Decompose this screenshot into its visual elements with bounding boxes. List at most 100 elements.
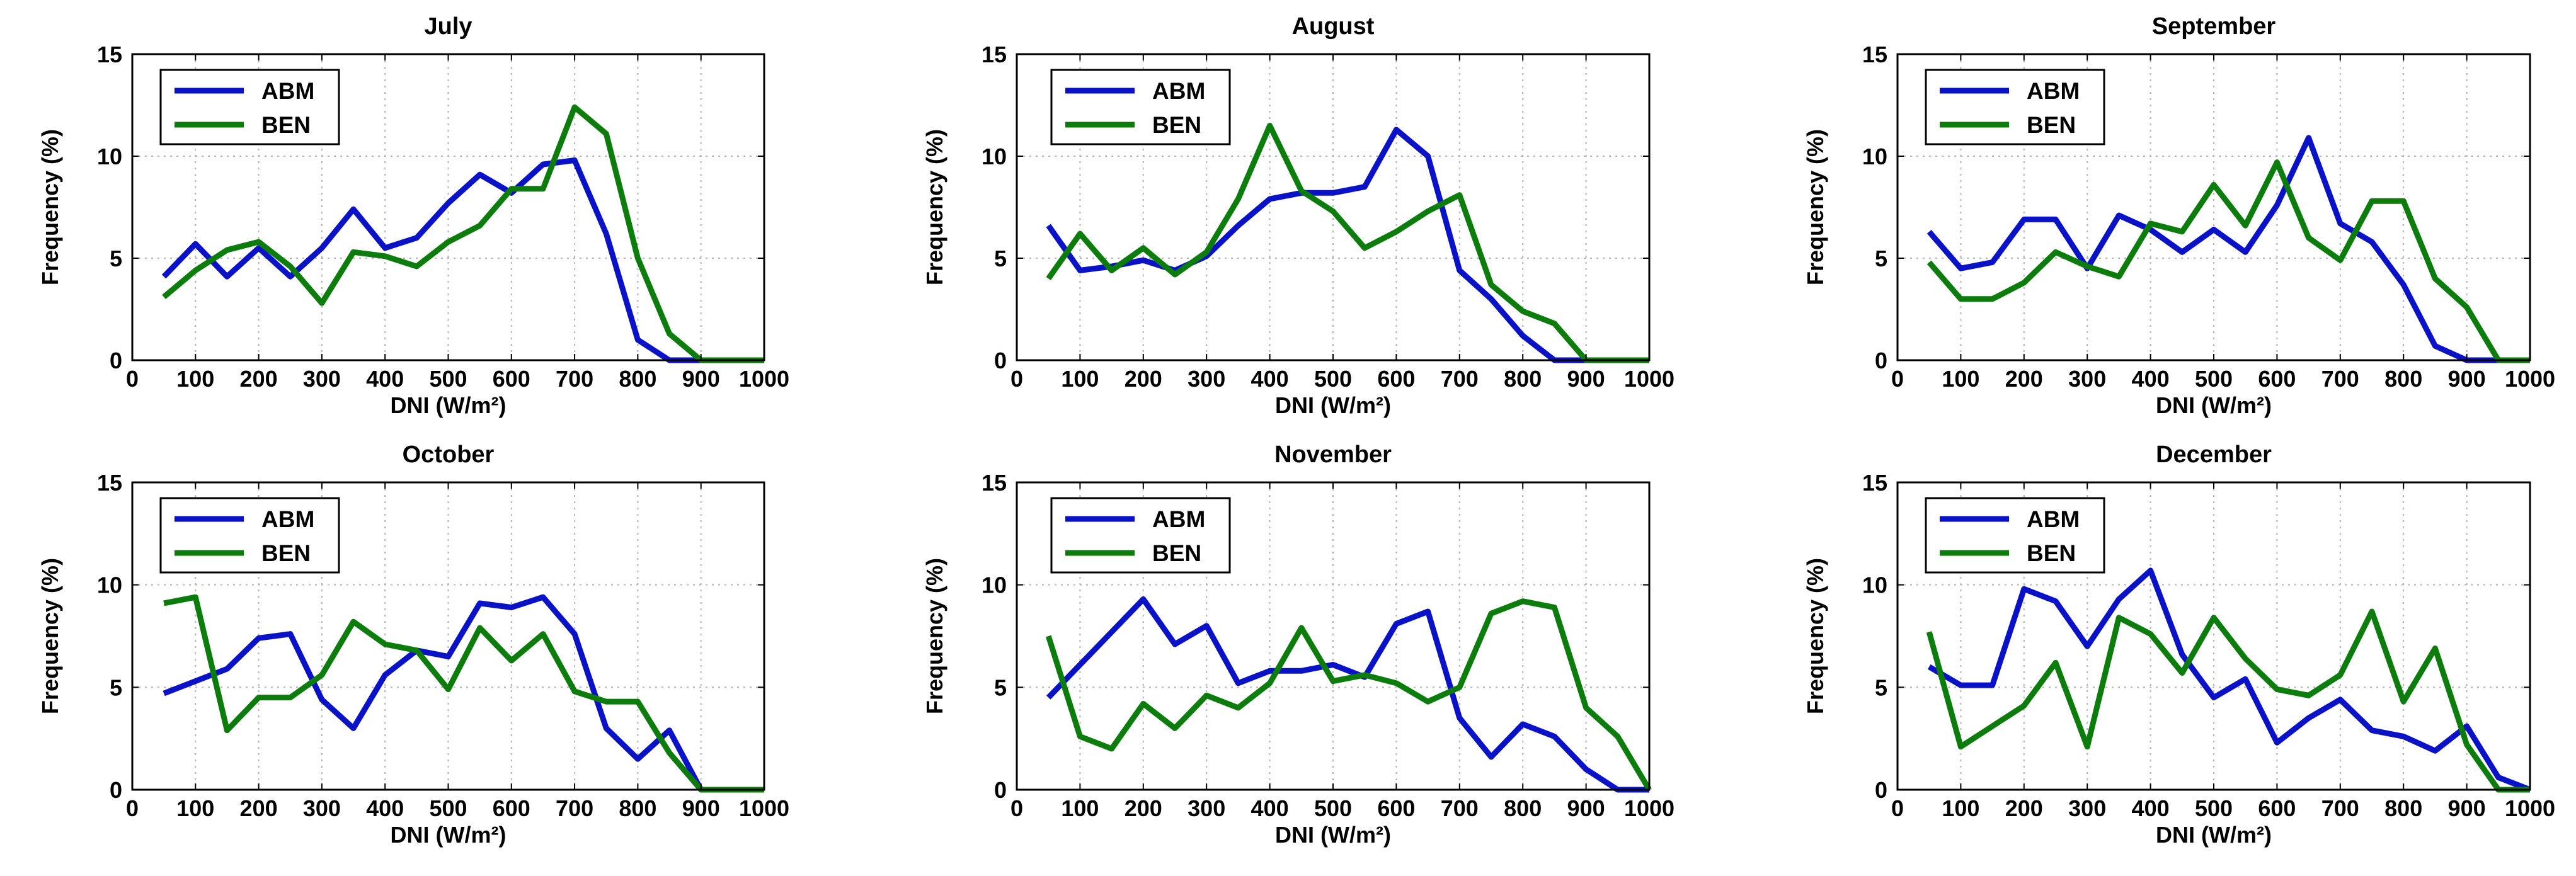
- data-point-ben: [163, 297, 164, 298]
- data-point-abm: [1395, 129, 1397, 130]
- data-point-ben: [1332, 681, 1334, 682]
- data-point-ben: [479, 627, 481, 629]
- data-point-ben: [1554, 323, 1555, 324]
- data-point-abm: [1554, 736, 1555, 737]
- x-axis-label: DNI (W/m²): [2156, 392, 2272, 418]
- data-point-ben: [2087, 746, 2088, 748]
- data-point-abm: [353, 208, 354, 210]
- series-line-ben: [163, 594, 764, 793]
- data-point-abm: [2371, 730, 2373, 731]
- data-point-ben: [1960, 746, 1961, 748]
- x-tick-label: 600: [493, 366, 530, 392]
- x-tick-label: 900: [1567, 795, 1605, 821]
- data-point-ben: [479, 225, 481, 226]
- y-tick-label: 0: [994, 777, 1007, 803]
- x-tick-label: 800: [2384, 795, 2422, 821]
- x-tick-label: 0: [1891, 795, 1904, 821]
- data-point-ben: [1459, 195, 1460, 196]
- data-point-abm: [2308, 717, 2310, 719]
- legend-box: [1925, 69, 2105, 145]
- data-point-ben: [574, 106, 575, 108]
- legend-label-ben: BEN: [1152, 540, 1201, 566]
- data-point-abm: [321, 699, 323, 700]
- data-point-ben: [511, 660, 512, 661]
- data-point-ben: [2340, 259, 2341, 261]
- y-tick-label: 15: [1862, 470, 1887, 496]
- x-axis-label: DNI (W/m²): [391, 392, 507, 418]
- panel-october: 0 100 200 300 400 500 600 700 800 900 1000 0 5 10 15 Oc…: [37, 441, 789, 848]
- legend-box: [159, 69, 340, 145]
- data-point-ben: [1586, 707, 1587, 708]
- data-point-abm: [2403, 284, 2404, 285]
- data-point-ben: [1206, 251, 1207, 253]
- data-point-abm: [2118, 598, 2119, 600]
- y-tick-label: 0: [1875, 777, 1887, 803]
- x-tick-label: 800: [1504, 795, 1542, 821]
- data-point-ben: [2308, 237, 2310, 239]
- data-point-ben: [542, 634, 544, 635]
- data-point-abm: [1143, 259, 1144, 261]
- series-line-ben: [162, 104, 764, 363]
- series-line-abm: [1927, 567, 2531, 793]
- data-point-abm: [1206, 625, 1207, 627]
- legend-box: [1050, 497, 1231, 574]
- series-line-ben: [1045, 598, 1652, 792]
- data-point-ben: [290, 266, 291, 267]
- data-point-ben: [1992, 299, 1993, 300]
- x-tick-label: 700: [2321, 795, 2359, 821]
- data-point-ben: [2466, 307, 2468, 308]
- x-tick-label: 100: [176, 366, 214, 392]
- data-point-ben: [195, 270, 196, 271]
- x-tick-label: 800: [619, 366, 656, 392]
- legend-label-abm: ABM: [261, 506, 314, 532]
- legend-label-abm: ABM: [1152, 78, 1205, 104]
- x-tick-label: 700: [556, 795, 593, 821]
- data-point-ben: [605, 133, 607, 134]
- data-point-abm: [2434, 750, 2436, 751]
- legend: ABM BEN: [1050, 497, 1231, 574]
- x-tick-label: 200: [2005, 795, 2043, 821]
- data-point-abm: [1928, 231, 1930, 232]
- data-point-abm: [1522, 724, 1523, 725]
- data-point-ben: [2434, 648, 2436, 649]
- data-point-ben: [2213, 617, 2214, 618]
- data-point-abm: [574, 634, 575, 635]
- data-point-abm: [416, 237, 417, 239]
- data-point-abm: [258, 247, 260, 249]
- data-point-ben: [2340, 674, 2341, 676]
- x-tick-label: 1000: [739, 366, 789, 392]
- data-point-abm: [2434, 345, 2436, 346]
- data-point-abm: [1301, 670, 1302, 671]
- y-tick-label: 5: [110, 674, 122, 700]
- x-tick-label: 900: [2448, 366, 2486, 392]
- legend-label-abm: ABM: [261, 78, 314, 104]
- x-tick-label: 100: [1942, 795, 1979, 821]
- panel-november: 0 100 200 300 400 500 600 700 800 900 1000 0 5 10 15 No…: [922, 441, 1674, 848]
- data-point-abm: [2308, 137, 2310, 139]
- x-tick-label: 900: [2448, 795, 2486, 821]
- y-tick-label: 5: [110, 246, 122, 271]
- y-tick-label: 5: [994, 246, 1007, 271]
- y-tick-label: 15: [982, 42, 1007, 67]
- x-tick-label: 300: [303, 366, 341, 392]
- data-point-ben: [2213, 184, 2214, 185]
- x-axis-label: DNI (W/m²): [391, 822, 507, 848]
- data-point-abm: [448, 656, 449, 657]
- x-tick-label: 600: [493, 795, 530, 821]
- x-axis-label: DNI (W/m²): [2156, 822, 2272, 848]
- x-tick-label: 400: [2132, 795, 2170, 821]
- data-point-ben: [2024, 282, 2025, 283]
- data-point-abm: [2150, 570, 2151, 571]
- data-point-abm: [163, 693, 164, 694]
- data-point-ben: [1269, 125, 1271, 126]
- x-tick-label: 200: [1125, 795, 1162, 821]
- data-point-ben: [258, 241, 260, 242]
- x-tick-label: 700: [1441, 795, 1479, 821]
- data-point-abm: [2024, 588, 2025, 589]
- data-point-ben: [226, 730, 227, 731]
- legend-label-ben: BEN: [2027, 540, 2076, 566]
- data-point-ben: [1301, 627, 1302, 629]
- x-tick-label: 200: [1125, 366, 1162, 392]
- series-line-abm: [163, 594, 764, 793]
- y-tick-label: 10: [982, 572, 1007, 598]
